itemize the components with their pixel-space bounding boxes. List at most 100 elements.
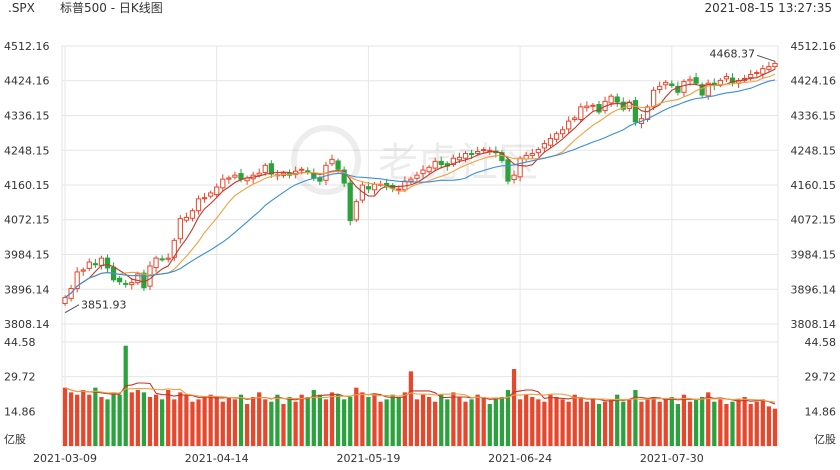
- volume-bars: [62, 345, 778, 446]
- volume-bar: [293, 401, 298, 446]
- candle-body: [462, 152, 469, 159]
- candle-body: [584, 105, 590, 109]
- watermark-logo-icon: [291, 125, 361, 195]
- volume-bar: [244, 404, 250, 446]
- candle-body: [632, 100, 639, 123]
- candle-body: [505, 159, 511, 182]
- volume-bar: [493, 399, 498, 446]
- volume-bar: [123, 345, 128, 446]
- candle-body: [529, 152, 535, 156]
- volume-moving-averages: [64, 382, 776, 405]
- volume-bar: [263, 399, 268, 446]
- volume-bar: [105, 399, 110, 446]
- candle-body: [214, 186, 220, 196]
- volume-bar: [627, 399, 632, 446]
- volume-bar: [609, 399, 614, 446]
- date-tick-label: 2021-06-24: [488, 452, 552, 465]
- price-tick-label-left: 4424.16: [4, 75, 50, 88]
- volume-bar: [172, 399, 177, 446]
- candle-body: [705, 82, 711, 97]
- volume-unit-left: 亿股: [4, 433, 26, 446]
- volume-bar: [62, 387, 68, 446]
- candle-body: [432, 160, 438, 169]
- price-tick-label-right: 3896.14: [791, 283, 837, 296]
- volume-bar: [693, 399, 699, 446]
- candle-body: [438, 160, 444, 166]
- volume-bar: [560, 399, 565, 446]
- candle-body: [299, 168, 305, 171]
- candle-body: [450, 157, 456, 166]
- volume-bar: [99, 397, 104, 446]
- volume-bar: [420, 394, 426, 446]
- candle-body: [590, 104, 596, 107]
- volume-bar: [178, 392, 183, 446]
- watermark: [291, 125, 361, 195]
- symbol-label: .SPX: [8, 1, 35, 15]
- volume-bar: [469, 399, 474, 446]
- volume-bar: [87, 394, 92, 446]
- candle-body: [195, 198, 202, 212]
- price-tick-label-left: 4512.16: [4, 40, 50, 53]
- volume-bar: [414, 399, 420, 446]
- candle-body: [420, 169, 426, 175]
- volume-bar: [621, 401, 626, 446]
- candle-body: [614, 96, 620, 103]
- volume-tick-label-left: 14.86: [4, 405, 36, 418]
- low-price-label: 3851.93: [81, 299, 127, 312]
- volume-bar: [214, 397, 219, 446]
- volume-bar: [360, 392, 365, 446]
- candle-body: [723, 75, 730, 80]
- candle-body: [153, 257, 159, 269]
- candle-body: [650, 89, 657, 108]
- candle-body: [341, 169, 347, 184]
- price-axis-left: 4512.16 4424.16 4336.15 4248.15 4160.15 4072.…: [4, 40, 50, 331]
- volume-bar: [536, 399, 541, 446]
- candle-body: [572, 117, 578, 121]
- annotations: 3851.93 4468.37: [64, 47, 776, 314]
- volume-bar: [445, 399, 450, 446]
- ma20-line: [64, 79, 776, 299]
- candle-body: [608, 95, 614, 104]
- candle-body: [468, 152, 475, 155]
- volume-bar: [129, 392, 134, 446]
- volume-bar: [578, 397, 583, 446]
- timestamp: 2021-08-15 13:27:35: [705, 1, 832, 15]
- volume-bar: [159, 399, 165, 446]
- candle-body: [620, 101, 626, 110]
- candle-body: [693, 77, 699, 84]
- candle-body: [86, 261, 92, 269]
- volume-bar: [342, 399, 347, 446]
- price-tick-label-left: 4160.15: [4, 179, 50, 192]
- candle-body: [335, 160, 341, 170]
- candle-body: [760, 68, 766, 75]
- volume-bar: [68, 392, 74, 446]
- volume-bar: [281, 404, 286, 446]
- candle-body: [262, 164, 268, 173]
- price-tick-label-right: 3808.14: [791, 318, 837, 331]
- volume-bar: [232, 399, 238, 446]
- candle-body: [729, 77, 736, 83]
- volume-bar: [487, 404, 492, 446]
- date-tick-label: 2021-04-14: [185, 452, 249, 465]
- candle-body: [669, 83, 675, 87]
- candle-body: [189, 210, 196, 219]
- volume-bar: [505, 390, 511, 446]
- volume-bar: [257, 392, 262, 446]
- volume-bar: [433, 401, 438, 446]
- candle-body: [487, 149, 493, 152]
- volume-bar: [499, 397, 505, 446]
- date-axis: 2021-03-09 2021-04-14 2021-05-19 2021-06-24…: [33, 452, 704, 465]
- volume-bar: [366, 397, 371, 446]
- volume-bar: [481, 397, 486, 446]
- volume-bar: [748, 404, 753, 446]
- volume-bar: [372, 394, 377, 446]
- volume-axis: 44.58 44.58 29.72 29.72 14.86 14.86 亿股 亿股: [4, 336, 836, 446]
- candle-body: [371, 183, 378, 191]
- price-tick-label-right: 4072.15: [791, 214, 837, 227]
- volume-bar: [275, 394, 280, 446]
- candle-body: [104, 257, 111, 269]
- price-tick-label-right: 4424.16: [791, 75, 837, 88]
- volume-bar: [426, 397, 432, 446]
- volume-bar: [530, 397, 535, 446]
- volume-bar: [657, 401, 662, 446]
